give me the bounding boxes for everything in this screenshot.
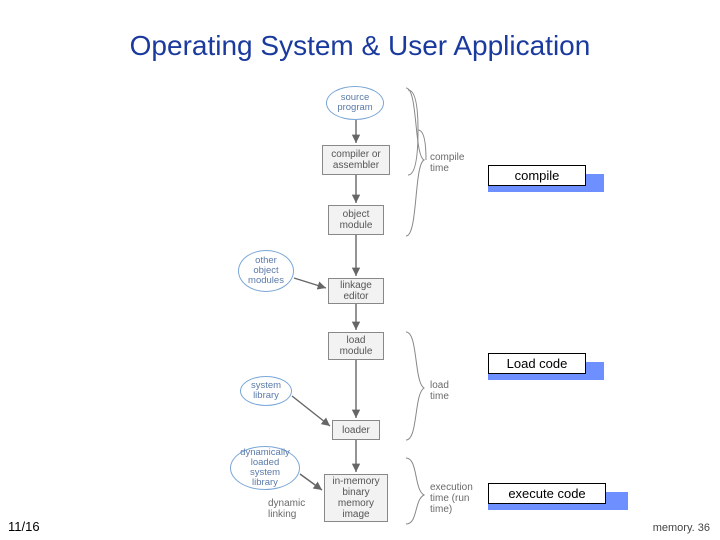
box-memory-image: in-memorybinarymemoryimage: [324, 474, 388, 522]
oval-system-library: systemlibrary: [240, 376, 292, 406]
phase-label-compile: compile: [488, 165, 586, 186]
phase-label-execute: execute code: [488, 483, 606, 504]
slide-footer: memory. 36: [653, 522, 710, 534]
box-load-module: loadmodule: [328, 332, 384, 360]
oval-other-object-modules: otherobjectmodules: [238, 250, 294, 292]
label-exec-time: executiontime (runtime): [430, 482, 473, 515]
slide-title: Operating System & User Application: [0, 30, 720, 62]
phase-label-load: Load code: [488, 353, 586, 374]
label-load-time: loadtime: [430, 380, 449, 402]
box-compiler: compiler orassembler: [322, 145, 390, 175]
box-loader: loader: [332, 420, 380, 440]
oval-source-program: sourceprogram: [326, 86, 384, 120]
oval-dynamic-library: dynamicallyloadedsystemlibrary: [230, 446, 300, 490]
box-object-module: objectmodule: [328, 205, 384, 235]
label-dynamic-linking: dynamiclinking: [268, 498, 305, 520]
page-number: 11/16: [8, 519, 40, 534]
connectors: [0, 0, 720, 540]
label-compile-time: compiletime: [430, 152, 464, 174]
box-linkage-editor: linkageeditor: [328, 278, 384, 304]
